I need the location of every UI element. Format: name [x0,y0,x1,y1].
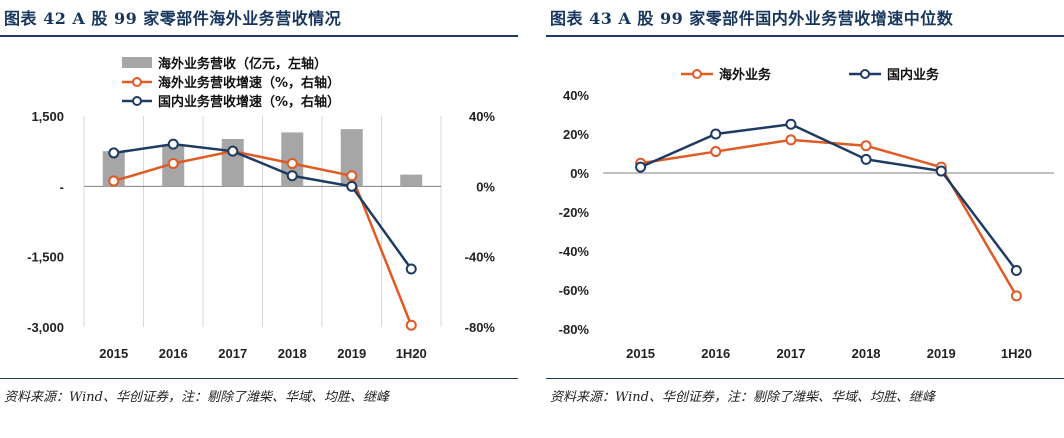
legend-label: 国内业务 [887,67,940,83]
data-point [860,153,872,165]
y-right-tick-label: 0% [476,179,495,194]
y-tick-label: -20% [559,205,590,220]
legend-marker [860,69,870,79]
data-point [710,146,722,158]
chart-left-svg: 1,500 - -1,500 -3,000 40% 0% -40% -80% 2015 2016 2… [27,56,496,361]
title-rule [0,35,518,37]
data-point [935,165,947,177]
x-tick-label: 2015 [626,346,655,361]
x-tick-label: 2015 [99,346,128,361]
chart-panel-left: 图表 42 A 股 99 家零部件海外业务营收情况 1,500 - -1,500 -3… [0,0,518,438]
title-rule [546,35,1064,37]
x-tick-label: 2018 [278,346,307,361]
chart-title: 图表 43 A 股 99 家零部件国内外业务营收增速中位数 [550,9,954,28]
source-note: 资料来源：Wind、华创证券，注：剔除了潍柴、华域、均胜、继峰 [4,390,389,405]
data-point [167,157,179,169]
legend-label: 海外业务营收（亿元，左轴） [158,56,327,72]
chart-right-svg: 40% 20% 0% -20% -40% -60% -80% 2015 2016 2017 2018… [559,67,1054,361]
y-tick-label: 20% [563,127,589,142]
series-line [640,122,1018,272]
data-point [635,161,647,173]
legend-marker [132,96,142,106]
y-right-tick-label: 40% [469,109,495,124]
y-tick-label: -60% [559,283,590,298]
legend-marker [132,77,142,87]
data-point [860,140,872,152]
data-point [108,147,120,159]
x-tick-label: 2017 [218,346,247,361]
y-left-tick-label: - [60,179,64,194]
data-point [108,175,120,187]
data-point [710,128,722,140]
data-point [785,134,797,146]
legend-label: 海外业务营收增速（%，右轴） [158,75,340,91]
data-point [1010,265,1022,276]
legend-marker [692,69,702,79]
y-right-tick-label: -80% [465,320,496,335]
legend-label: 国内业务营收增速（%，右轴） [158,94,340,110]
source-note: 资料来源：Wind、华创证券，注：剔除了潍柴、华域、均胜、继峰 [550,390,935,405]
y-left-tick-label: -1,500 [27,250,64,265]
x-tick-label: 2018 [852,346,881,361]
series-line [113,142,413,270]
x-tick-label: 2019 [337,346,366,361]
data-point [227,145,239,157]
data-point [405,263,417,275]
y-right-tick-label: -40% [465,250,496,265]
x-tick-label: 2017 [776,346,805,361]
legend-label: 海外业务 [719,67,772,83]
chart-title: 图表 42 A 股 99 家零部件海外业务营收情况 [4,9,342,28]
data-point [785,118,797,130]
x-tick-label: 2019 [927,346,956,361]
y-left-tick-label: -3,000 [27,320,64,335]
series-line [640,138,1018,297]
data-point [346,180,358,192]
y-tick-label: -40% [559,244,590,259]
source-rule [0,378,518,379]
x-tick-label: 1H20 [1001,346,1032,361]
chart-panel-right: 图表 43 A 股 99 家零部件国内外业务营收增速中位数 40% 20% 0% -2… [546,0,1064,438]
data-point [167,138,179,150]
y-tick-label: 40% [563,88,589,103]
y-tick-label: -80% [559,322,590,337]
data-point [346,170,358,182]
data-point [286,170,298,182]
bar [340,129,363,187]
legend-swatch [122,57,152,68]
data-point [405,319,417,331]
data-point [1010,290,1022,302]
data-point [286,157,298,169]
x-tick-label: 1H20 [396,346,427,361]
y-tick-label: 0% [570,166,589,181]
x-tick-label: 2016 [159,346,188,361]
source-rule [546,378,1064,379]
y-left-tick-label: 1,500 [31,109,64,124]
x-tick-label: 2016 [701,346,730,361]
bar [102,151,125,187]
bar [400,174,423,187]
